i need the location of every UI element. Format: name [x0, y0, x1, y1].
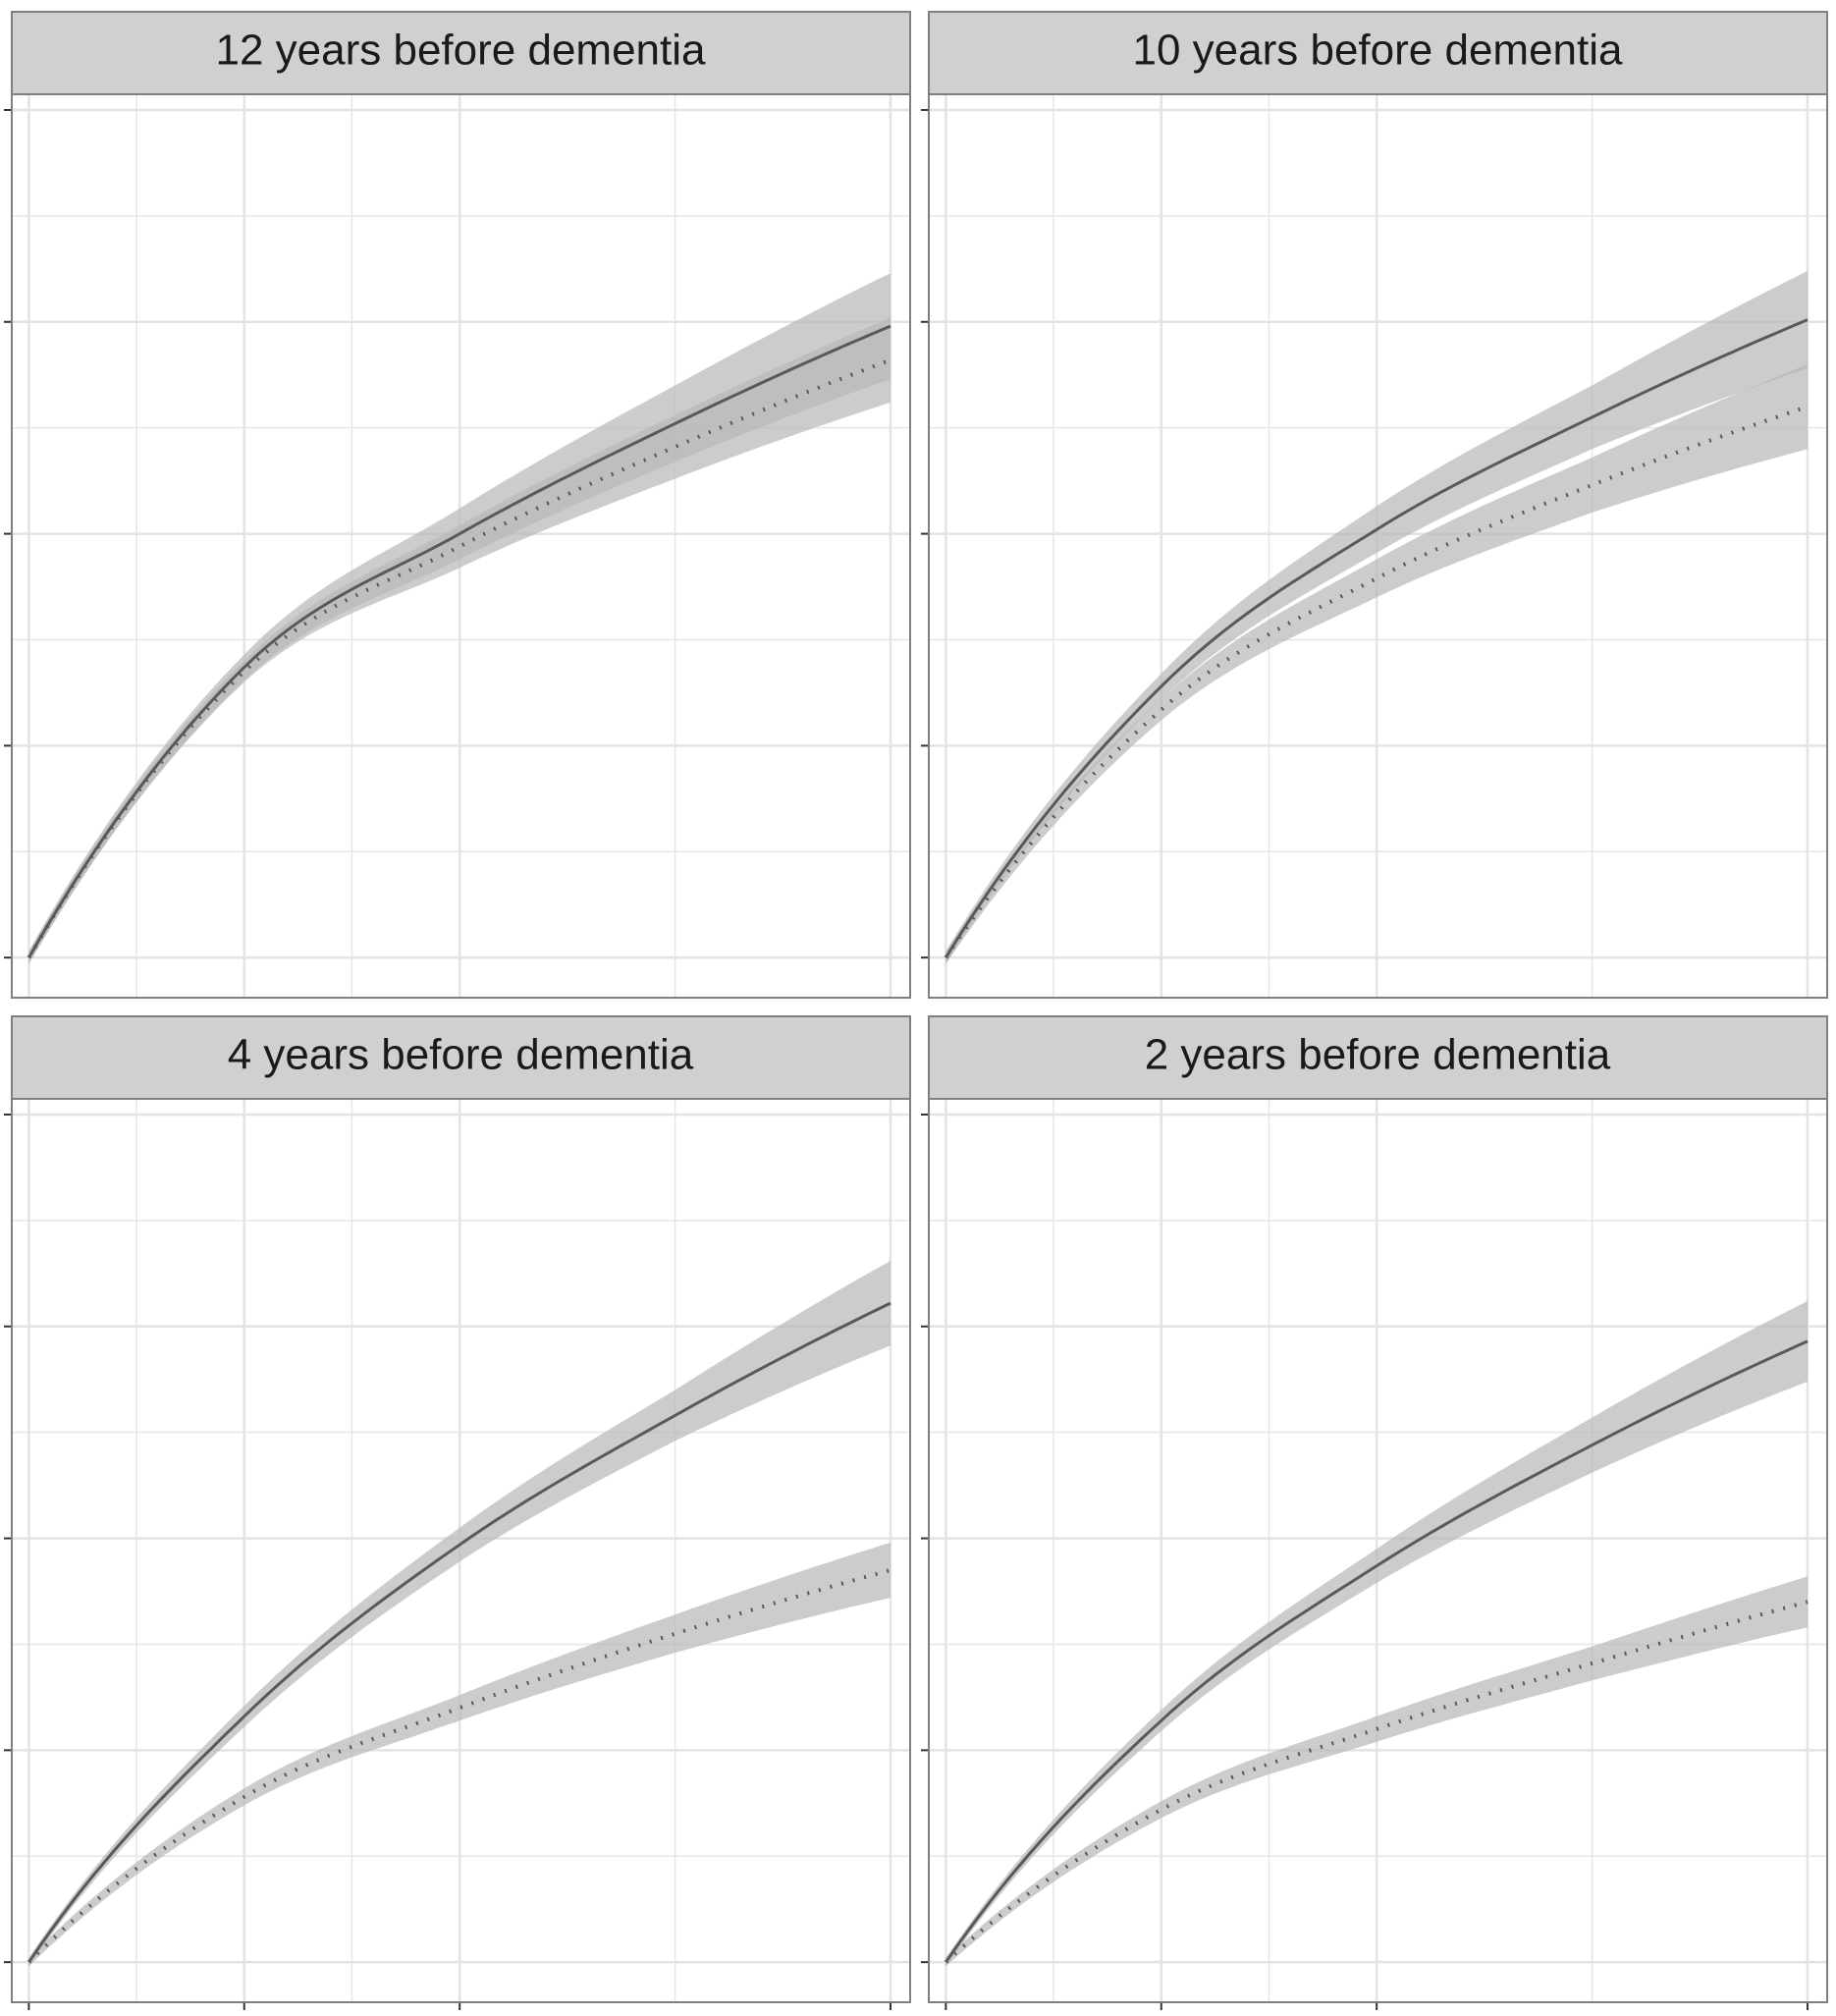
series-line-dotted: [945, 1600, 1809, 1964]
ci-ribbon-solid: [28, 1260, 891, 1967]
ci-ribbon-dotted: [945, 1576, 1808, 1967]
series-line-solid: [945, 318, 1809, 958]
panel-title: 4 years before dementia: [228, 1031, 694, 1079]
plot-content: [929, 94, 1827, 998]
ci-ribbon-solid: [945, 271, 1808, 964]
plot-area: [4, 94, 910, 998]
panel-2-years: 2 years before dementia: [921, 1015, 1828, 2010]
ci-ribbon-solid: [945, 1300, 1808, 1967]
panel-title: 10 years before dementia: [1133, 27, 1624, 75]
panel-border: [928, 1098, 1828, 2003]
panel-title: 12 years before dementia: [216, 27, 707, 75]
ci-ribbon-dotted: [945, 363, 1808, 964]
series-line-solid: [945, 1339, 1809, 1964]
ci-ribbon-dotted: [28, 1542, 891, 1967]
strip-background: [11, 11, 911, 95]
panel-border: [11, 93, 911, 999]
strip-background: [11, 1015, 911, 1100]
panel-border: [11, 1098, 911, 2003]
strip-background: [928, 11, 1828, 95]
panel-title: 2 years before dementia: [1145, 1031, 1611, 1079]
plot-area: [921, 94, 1827, 998]
panel-4-years: 4 years before dementia: [4, 1015, 911, 2010]
plot-content: [12, 94, 910, 998]
series-line-solid: [27, 324, 891, 958]
series-line-solid: [27, 1301, 891, 1964]
plot-area: [921, 1099, 1827, 2010]
panel-10-years: 10 years before dementia: [921, 11, 1828, 999]
plot-area: [4, 1099, 910, 2010]
panel-12-years: 12 years before dementia: [4, 11, 911, 999]
plot-content: [12, 1099, 910, 2002]
strip-background: [928, 1015, 1828, 1100]
plot-content: [929, 1099, 1827, 2002]
ci-ribbon-dotted: [28, 317, 891, 964]
panel-border: [928, 93, 1828, 999]
